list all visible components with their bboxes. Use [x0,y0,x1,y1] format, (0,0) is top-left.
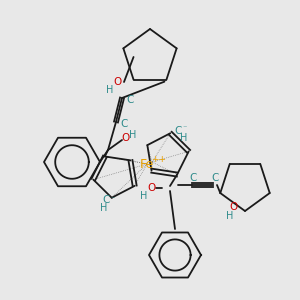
Text: C: C [102,195,110,205]
Text: O: O [148,183,156,193]
Text: O: O [121,133,129,143]
Text: O: O [229,202,237,212]
Text: ++: ++ [152,155,166,164]
Text: H: H [180,133,187,143]
Text: C: C [189,173,197,183]
Text: H: H [140,191,148,201]
Text: C: C [211,173,219,183]
Text: Fe: Fe [140,158,154,170]
Text: H: H [100,203,107,213]
Text: C: C [120,119,128,129]
Text: C: C [126,95,134,105]
Text: H: H [129,130,137,140]
Text: O: O [114,77,122,87]
Text: ⁻: ⁻ [182,124,187,133]
Text: ⁻: ⁻ [110,194,115,203]
Text: H: H [106,85,114,95]
Text: C: C [175,126,182,136]
Text: H: H [226,211,234,221]
